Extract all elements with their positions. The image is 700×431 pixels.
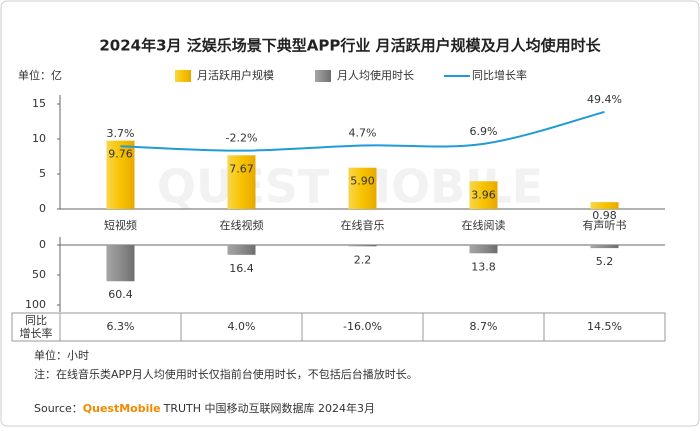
source-label: Source： xyxy=(34,402,83,415)
bar xyxy=(348,245,377,247)
value-label: 3.96 xyxy=(471,188,496,201)
y-tick-label: 0 xyxy=(39,202,46,215)
source-text: TRUTH 中国移动互联网数据库 2024年3月 xyxy=(163,401,375,415)
bar xyxy=(469,181,498,209)
y-tick-label: 15 xyxy=(32,97,46,110)
chart-title: 2024年3月 泛娱乐场景下典型APP行业 月活跃用户规模及月人均使用时长 xyxy=(99,37,601,55)
table-header: 同比 xyxy=(25,314,47,327)
source-brand: QuestMobile xyxy=(83,402,161,415)
table-cell: 8.7% xyxy=(470,320,498,333)
legend-label: 月活跃用户规模 xyxy=(197,68,274,82)
legend-label: 月人均使用时长 xyxy=(337,69,414,82)
x-tick-label: 在线视频 xyxy=(220,218,264,232)
value-label: 16.4 xyxy=(229,262,254,275)
x-tick-label: 有声听书 xyxy=(583,218,627,232)
y-tick-label: 0 xyxy=(39,238,46,251)
value-label: 7.67 xyxy=(229,162,254,175)
bar xyxy=(227,245,256,255)
bar xyxy=(348,167,377,209)
value-label: 4.7% xyxy=(349,126,377,139)
value-label: 49.4% xyxy=(587,93,622,106)
value-label: -2.2% xyxy=(226,132,258,145)
unit-label: 单位：小时 xyxy=(34,348,89,362)
bar xyxy=(106,140,135,209)
y-tick-label: 100 xyxy=(25,298,46,311)
value-label: 3.7% xyxy=(107,127,135,140)
bar xyxy=(590,202,619,209)
legend-swatch xyxy=(175,70,191,82)
value-label: 9.76 xyxy=(108,148,133,161)
legend-label: 同比增长率 xyxy=(472,68,527,82)
value-label: 2.2 xyxy=(354,253,372,266)
y-tick-label: 10 xyxy=(32,132,46,145)
y-tick-label: 50 xyxy=(32,268,46,281)
table-border xyxy=(11,312,666,342)
x-tick-label: 短视频 xyxy=(104,218,137,232)
value-label: 5.2 xyxy=(596,255,614,268)
value-label: 5.90 xyxy=(350,175,375,188)
table-cell: -16.0% xyxy=(343,320,382,333)
bar xyxy=(590,245,619,249)
table-cell: 6.3% xyxy=(107,320,135,333)
y-tick-label: 5 xyxy=(39,167,46,180)
bar xyxy=(106,245,135,282)
value-label: 13.8 xyxy=(471,260,496,273)
line xyxy=(120,110,605,152)
legend-swatch xyxy=(315,70,331,82)
table-cell: 4.0% xyxy=(228,320,256,333)
table-cell: 14.5% xyxy=(587,320,622,333)
bar xyxy=(227,155,256,209)
bar xyxy=(469,245,498,254)
value-label: 60.4 xyxy=(108,288,133,301)
value-label: 0.98 xyxy=(592,209,617,222)
source: Source：QuestMobile TRUTH 中国移动互联网数据库 2024年… xyxy=(34,401,375,415)
unit-label: 单位：亿 xyxy=(18,68,62,82)
note: 注：在线音乐类APP月人均使用时长仅指前台使用时长，不包括后台播放时长。 xyxy=(34,367,418,381)
value-label: 6.9% xyxy=(470,125,498,138)
x-tick-label: 在线音乐 xyxy=(341,218,385,232)
legend: 月活跃用户规模 月人均使用时长 同比增长率 xyxy=(175,68,527,82)
x-tick-label: 在线阅读 xyxy=(462,218,506,232)
table-header: 增长率 xyxy=(20,326,53,340)
